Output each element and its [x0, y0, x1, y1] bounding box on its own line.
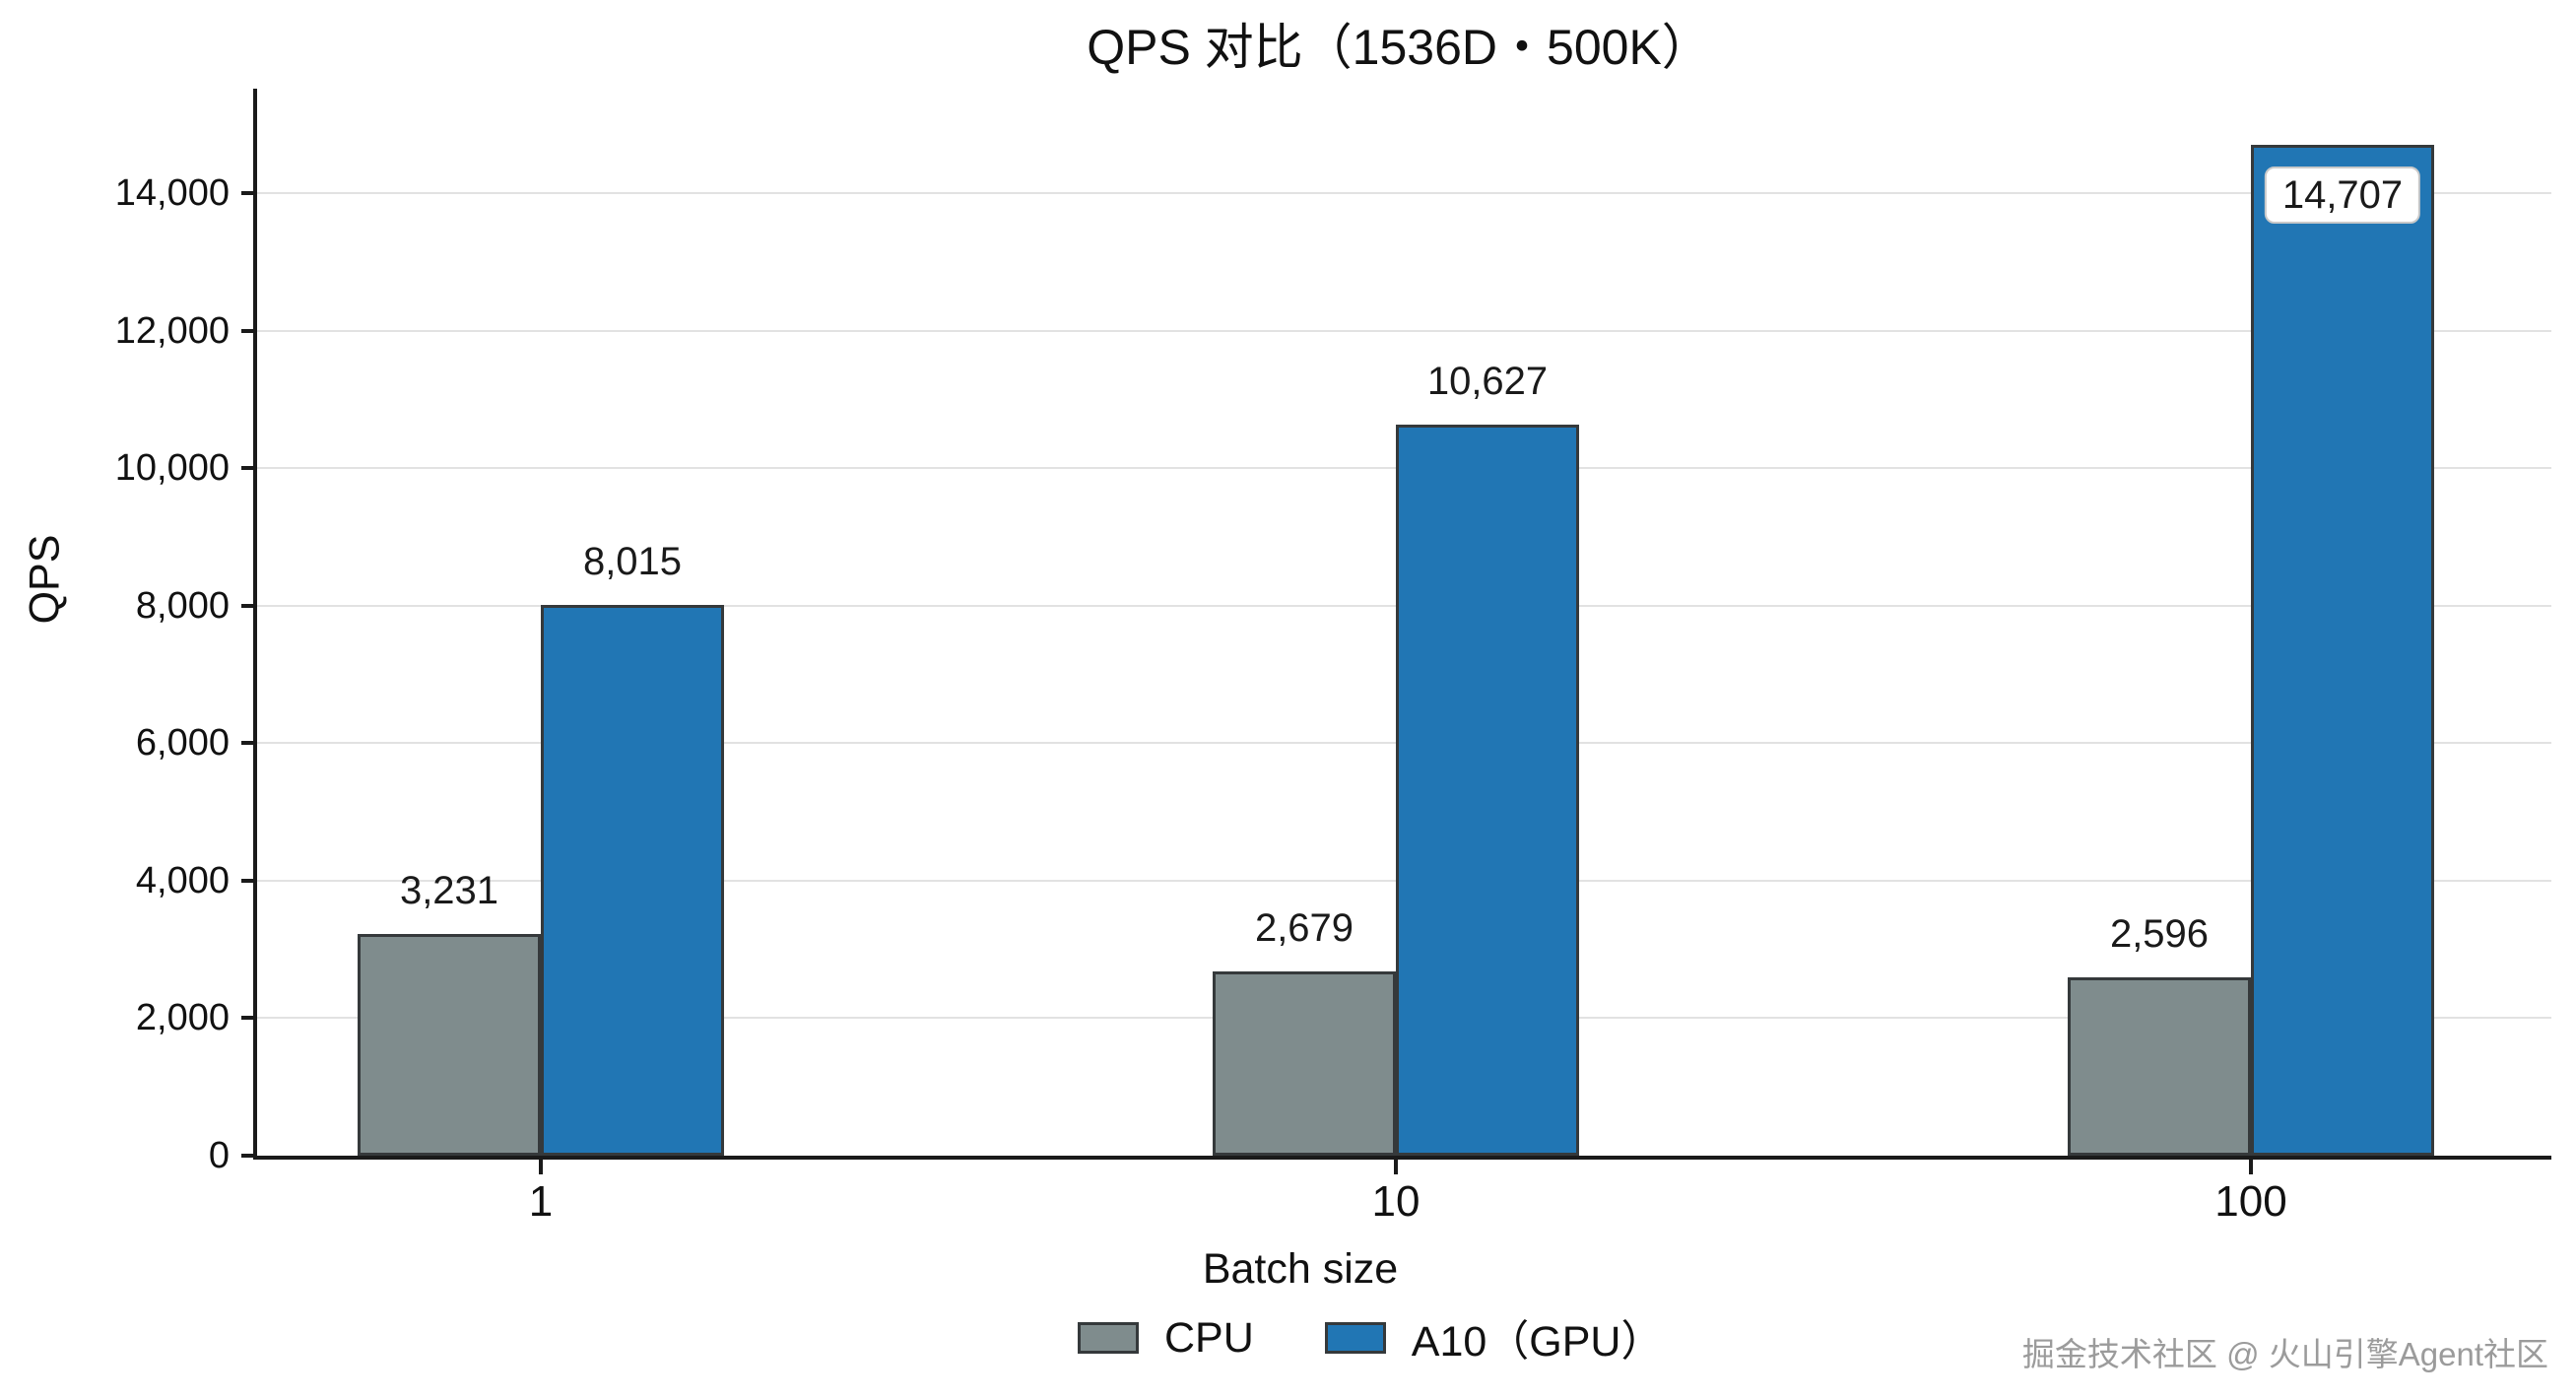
legend-swatch-a10-gpu — [1324, 1322, 1386, 1354]
legend-swatch-cpu — [1078, 1322, 1139, 1354]
legend-item-cpu: CPU — [1078, 1314, 1254, 1363]
x-tick — [1394, 1160, 1398, 1174]
x-tick-label: 1 — [528, 1177, 554, 1226]
bar-cpu-batch-100 — [2068, 976, 2251, 1156]
x-axis-label: Batch size — [1202, 1245, 1399, 1293]
watermark: 掘金技术社区 @ 火山引擎Agent社区 — [2021, 1336, 2548, 1372]
y-tick-label: 4,000 — [135, 859, 230, 901]
value-label: 2,596 — [2109, 911, 2210, 956]
y-tick — [241, 741, 257, 746]
y-tick — [241, 1154, 257, 1158]
y-tick-label: 12,000 — [114, 309, 230, 352]
gridline — [257, 329, 2551, 332]
chart-title: QPS 对比（1536D・500K） — [1087, 20, 1711, 75]
value-label: 8,015 — [582, 539, 683, 583]
x-axis-spine — [253, 1156, 2551, 1160]
bar-cpu-batch-10 — [1213, 971, 1396, 1156]
bar-a10-gpu-batch-10 — [1396, 425, 1579, 1156]
x-tick — [2249, 1160, 2253, 1174]
y-tick — [241, 328, 257, 333]
y-tick — [241, 466, 257, 471]
legend-label-cpu: CPU — [1164, 1313, 1254, 1362]
y-tick — [241, 1016, 257, 1021]
bar-cpu-batch-1 — [358, 933, 541, 1156]
y-axis-spine — [253, 89, 257, 1160]
y-tick-label: 6,000 — [135, 722, 230, 765]
bar-a10-gpu-batch-100 — [2251, 144, 2434, 1156]
bar-a10-gpu-batch-1 — [541, 604, 724, 1156]
x-tick-label: 10 — [1371, 1177, 1420, 1226]
y-tick-label: 14,000 — [114, 172, 230, 214]
y-tick-label: 0 — [208, 1135, 230, 1176]
x-tick — [539, 1160, 543, 1174]
y-tick-label: 2,000 — [135, 997, 230, 1039]
y-tick — [241, 191, 257, 195]
y-tick-label: 10,000 — [114, 447, 230, 490]
value-label: 3,231 — [399, 868, 499, 912]
value-label: 2,679 — [1254, 906, 1354, 951]
legend-label-a10-gpu: A10（GPU） — [1411, 1318, 1664, 1366]
y-tick — [241, 878, 257, 883]
value-label: 10,627 — [1426, 360, 1549, 404]
legend: CPU A10（GPU） — [1078, 1307, 1664, 1368]
y-tick-label: 8,000 — [135, 584, 230, 627]
gridline — [257, 192, 2551, 194]
y-tick — [241, 603, 257, 608]
value-label-box: 14,707 — [2264, 166, 2421, 224]
x-tick-label: 100 — [2214, 1177, 2287, 1226]
legend-item-a10-gpu: A10（GPU） — [1324, 1307, 1664, 1368]
